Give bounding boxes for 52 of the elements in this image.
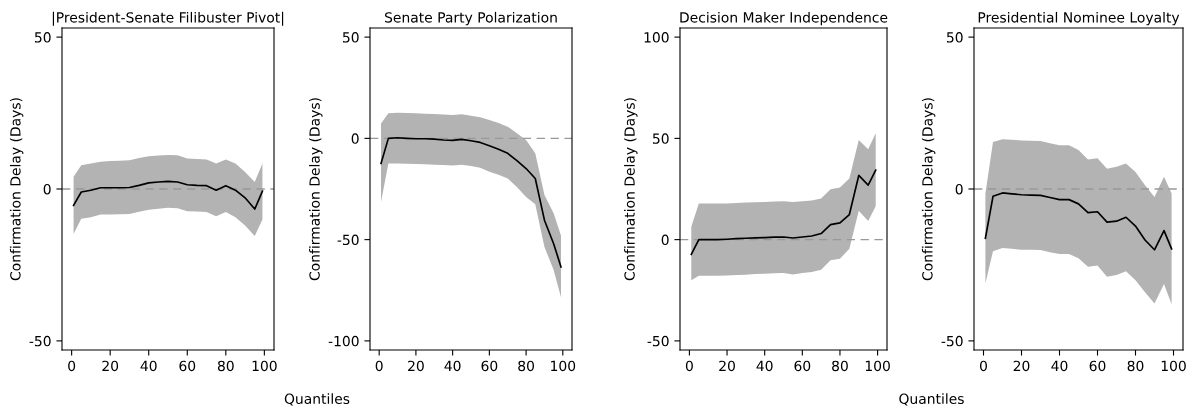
line-series xyxy=(690,169,877,256)
x-tick-label: 100 xyxy=(252,360,277,372)
x-tick-label: 80 xyxy=(1127,360,1144,372)
y-tick-label: -50 xyxy=(337,234,359,246)
x-tick-label: 40 xyxy=(1051,360,1068,372)
y-axis-title: Confirmation Delay (Days) xyxy=(921,98,936,281)
chart-title: Decision Maker Independence xyxy=(680,11,888,26)
x-tick-label: 60 xyxy=(794,360,811,372)
x-tick-label: 80 xyxy=(832,360,848,372)
x-tick-label: 100 xyxy=(551,360,576,372)
chart-title: |President-Senate Filibuster Pivot| xyxy=(52,11,284,26)
x-axis-title: Quantiles xyxy=(284,393,350,406)
y-axis-title: Confirmation Delay (Days) xyxy=(624,98,638,281)
y-tick-label: 100 xyxy=(644,32,669,43)
y-axis-title: Confirmation Delay (Days) xyxy=(9,98,24,281)
chart-title: Senate Party Polarization xyxy=(384,11,557,26)
x-tick-label: 20 xyxy=(719,360,735,372)
y-tick-label: -100 xyxy=(328,335,359,347)
y-tick-label: 0 xyxy=(351,133,359,144)
y-tick-label: 0 xyxy=(955,183,963,195)
x-tick-label: 80 xyxy=(217,360,234,372)
y-tick-label: 50 xyxy=(342,32,359,43)
x-axis-title: Quantiles xyxy=(899,393,964,406)
y-tick-label: 0 xyxy=(43,183,51,195)
y-axis-title: Confirmation Delay (Days) xyxy=(309,98,323,281)
x-tick-label: 60 xyxy=(481,360,498,372)
x-tick-label: 20 xyxy=(408,360,424,372)
x-tick-label: 0 xyxy=(375,360,383,372)
x-tick-label: 0 xyxy=(68,360,76,372)
x-tick-label: 40 xyxy=(140,360,157,372)
line-series xyxy=(72,180,264,210)
y-tick-label: -50 xyxy=(941,335,963,347)
x-tick-label: 60 xyxy=(179,360,196,372)
x-tick-label: 20 xyxy=(102,360,119,372)
x-tick-label: 80 xyxy=(518,360,535,372)
y-tick-label: 50 xyxy=(34,32,51,43)
x-tick-label: 100 xyxy=(1161,360,1186,372)
x-tick-label: 20 xyxy=(1013,360,1030,372)
x-tick-label: 0 xyxy=(685,360,693,372)
x-tick-label: 40 xyxy=(444,360,461,372)
y-tick-label: 50 xyxy=(946,32,963,43)
chart-title: Presidential Nominee Loyalty xyxy=(978,11,1180,26)
y-tick-label: 50 xyxy=(652,133,669,144)
x-tick-label: 0 xyxy=(980,360,987,372)
x-tick-label: 40 xyxy=(756,360,773,372)
y-tick-label: 0 xyxy=(661,234,669,246)
line-series xyxy=(380,136,562,268)
x-tick-label: 60 xyxy=(1089,360,1106,372)
line-series xyxy=(984,192,1173,251)
y-tick-label: -50 xyxy=(29,335,51,347)
x-tick-label: 100 xyxy=(865,360,890,372)
y-tick-label: -50 xyxy=(647,335,669,347)
